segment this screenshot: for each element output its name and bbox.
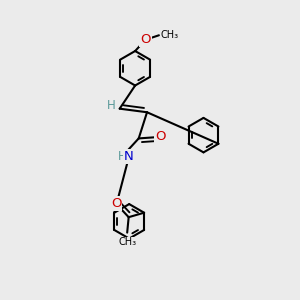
- Text: O: O: [140, 33, 151, 46]
- Text: H: H: [106, 99, 115, 112]
- Text: O: O: [111, 197, 122, 210]
- Text: CH₃: CH₃: [160, 30, 178, 40]
- Text: H: H: [118, 150, 127, 163]
- Text: CH₃: CH₃: [118, 237, 136, 247]
- Text: O: O: [155, 130, 165, 143]
- Text: N: N: [124, 150, 134, 163]
